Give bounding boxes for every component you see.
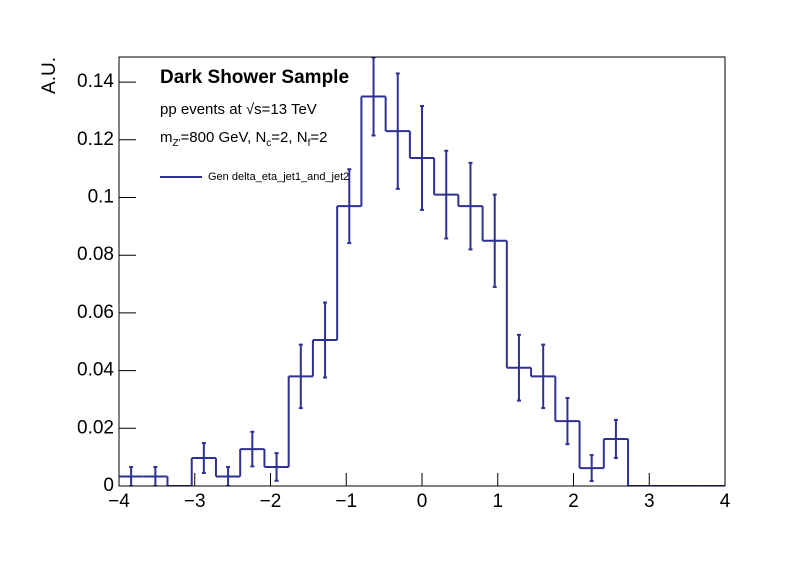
chart-title: Dark Shower Sample xyxy=(160,67,349,88)
x-tick-label: −2 xyxy=(260,491,282,512)
y-tick-label: 0.1 xyxy=(88,187,114,208)
x-tick-label: 4 xyxy=(720,491,731,512)
x-tick-label: 2 xyxy=(568,491,579,512)
y-axis-label: A.U. xyxy=(39,57,60,94)
label-part: =2, N xyxy=(271,129,307,146)
label-part: =800 GeV, N xyxy=(181,129,267,146)
y-tick-label: 0.12 xyxy=(77,129,114,150)
y-tick-label: 0.14 xyxy=(77,71,114,92)
y-tick-label: 0.08 xyxy=(77,244,114,265)
annotation: pp events at √s=13 TeV xyxy=(160,101,317,118)
subscript: f xyxy=(308,138,311,149)
x-tick-label: 0 xyxy=(417,491,428,512)
x-tick-label: 3 xyxy=(644,491,655,512)
label-part: =2 xyxy=(310,129,327,146)
label-part: m xyxy=(160,129,173,146)
y-tick-label: 0.04 xyxy=(77,360,114,381)
y-tick-label: 0.06 xyxy=(77,302,114,323)
x-tick-label: −3 xyxy=(184,491,206,512)
subscript: Z' xyxy=(173,138,181,149)
subscript: c xyxy=(266,138,271,149)
x-tick-label: −4 xyxy=(108,491,130,512)
mass-label: mZ'=800 GeV, Nc=2, Nf=2 xyxy=(160,129,327,149)
x-tick-label: −1 xyxy=(335,491,357,512)
plot-area xyxy=(119,57,725,486)
y-tick-label: 0.02 xyxy=(77,417,114,438)
legend-label: Gen delta_eta_jet1_and_jet2 xyxy=(208,171,349,183)
y-tick-label: 0 xyxy=(103,475,114,496)
x-tick-label: 1 xyxy=(492,491,503,512)
